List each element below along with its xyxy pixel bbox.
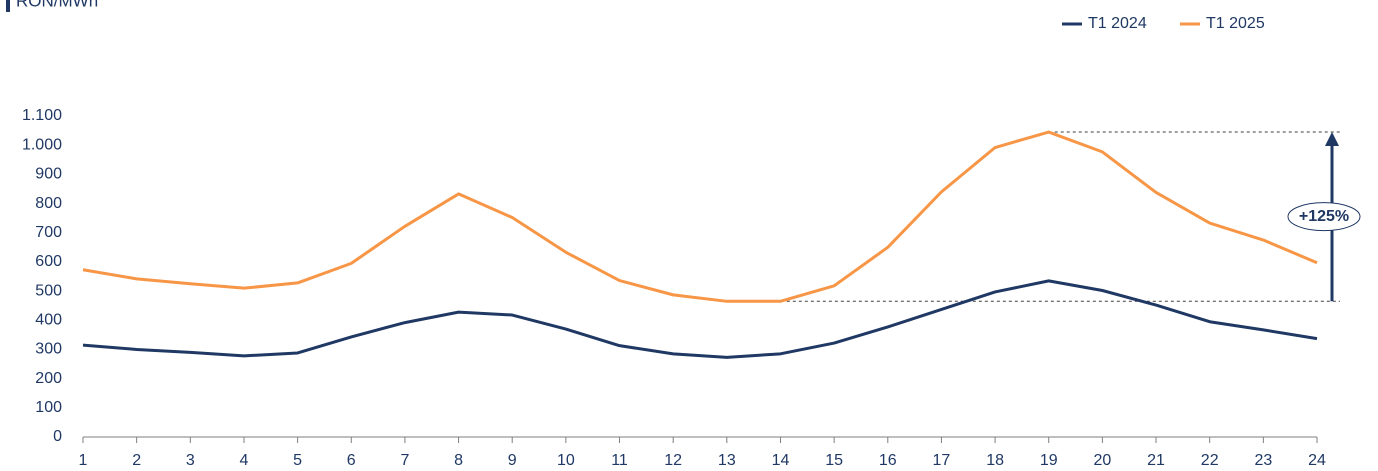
x-tick-label: 19 — [1040, 452, 1058, 469]
y-tick-label: 0 — [53, 428, 62, 445]
x-tick-label: 1 — [79, 452, 88, 469]
arrow-head — [1325, 132, 1339, 147]
chart-title: RON/MWh — [16, 0, 98, 10]
x-tick-label: 2 — [132, 452, 141, 469]
annotation-box — [1287, 202, 1361, 232]
y-tick-label: 800 — [35, 195, 62, 212]
x-tick-label: 4 — [240, 452, 249, 469]
x-tick-label: 9 — [508, 452, 517, 469]
x-tick-label: 12 — [664, 452, 682, 469]
y-tick-label: 600 — [35, 253, 62, 270]
x-tick-label: 14 — [772, 452, 790, 469]
x-tick-label: 10 — [557, 452, 575, 469]
series-line — [82, 130, 1318, 303]
x-tick-label: 7 — [400, 452, 409, 469]
x-tick-label: 23 — [1254, 452, 1272, 469]
x-tick-label: 18 — [986, 452, 1004, 469]
x-tick-label: 20 — [1093, 452, 1111, 469]
y-tick-label: 1.000 — [22, 136, 62, 153]
y-tick-label: 200 — [35, 370, 62, 387]
legend-label: T1 2024 — [1088, 15, 1147, 32]
x-tick-label: 16 — [879, 452, 897, 469]
x-tick-label: 13 — [718, 452, 736, 469]
series-line — [82, 279, 1318, 359]
x-tick-label: 5 — [293, 452, 302, 469]
x-tick-label: 21 — [1147, 452, 1165, 469]
annotation: +125% — [1299, 208, 1349, 225]
y-tick-label: 400 — [35, 311, 62, 328]
x-tick-label: 11 — [611, 452, 628, 469]
y-tick-label: 1.100 — [22, 107, 62, 124]
x-tick-label: 3 — [186, 452, 195, 469]
title-marker — [6, 0, 10, 12]
x-tick-label: 22 — [1201, 452, 1219, 469]
y-tick-label: 700 — [35, 224, 62, 241]
x-tick-label: 6 — [347, 452, 356, 469]
y-tick-label: 300 — [35, 341, 62, 358]
x-tick-label: 15 — [825, 452, 843, 469]
legend-label: T1 2025 — [1206, 15, 1265, 32]
x-tick-label: 17 — [933, 452, 951, 469]
y-tick-label: 100 — [35, 399, 62, 416]
y-tick-label: 900 — [35, 166, 62, 183]
y-tick-label: 500 — [35, 282, 62, 299]
x-tick-label: 24 — [1308, 452, 1326, 469]
x-tick-label: 8 — [454, 452, 463, 469]
